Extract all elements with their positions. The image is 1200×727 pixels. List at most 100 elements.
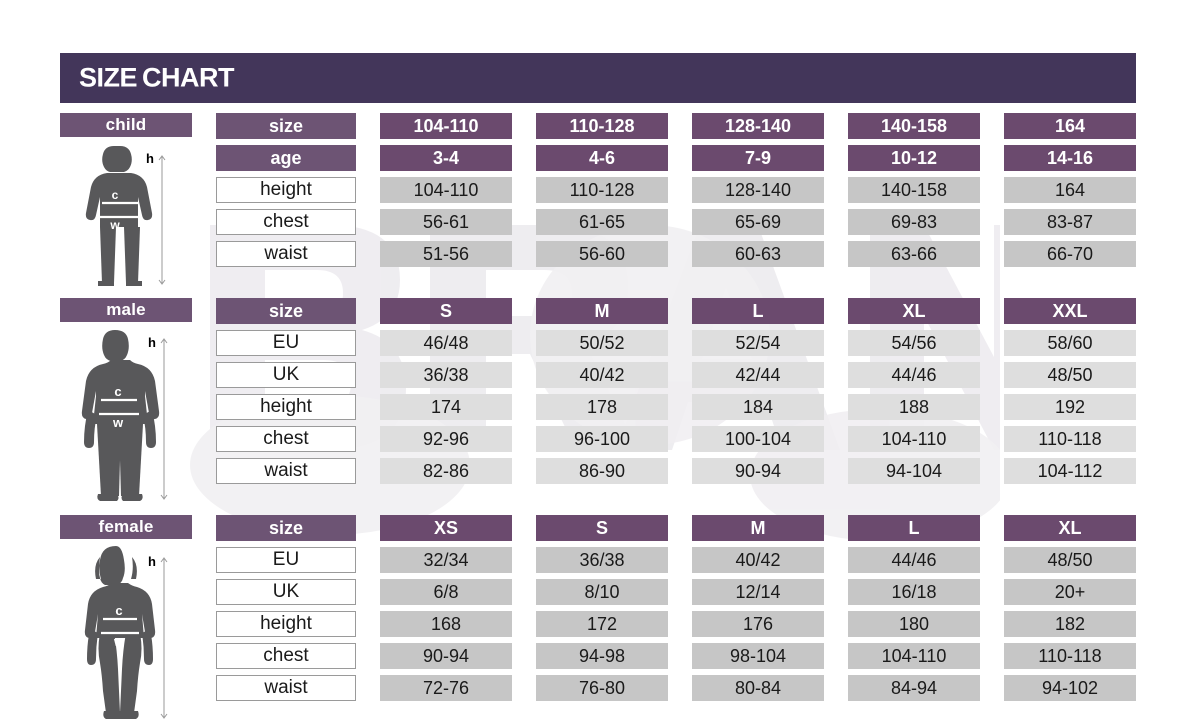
column-gap (980, 298, 1004, 506)
data-column-male-5: XXL 58/60 48/50 192 110-118 104-112 (1004, 298, 1136, 506)
column-header-child-2: 4-6 (536, 145, 668, 171)
cell-female-waist-2: 76-80 (536, 675, 668, 701)
column-gap (192, 515, 216, 723)
cell-male-EU-2: 50/52 (536, 330, 668, 356)
header-label-child-size: size (216, 113, 356, 139)
column-gap (824, 298, 848, 506)
cell-male-waist-3: 90-94 (692, 458, 824, 484)
header-label-child-age: age (216, 145, 356, 171)
row-label-male-EU: EU (216, 330, 356, 356)
row-label-female-EU: EU (216, 547, 356, 573)
cell-female-EU-2: 36/38 (536, 547, 668, 573)
section-spacer (60, 289, 1136, 298)
column-gap (980, 515, 1004, 723)
cell-female-UK-2: 8/10 (536, 579, 668, 605)
cell-child-chest-4: 69-83 (848, 209, 980, 235)
cell-female-waist-5: 94-102 (1004, 675, 1136, 701)
row-label-column-female: size EU UK height chest waist (216, 515, 356, 723)
cell-male-height-1: 174 (380, 394, 512, 420)
page-title: SIZE CHART (79, 62, 235, 94)
row-label-female-UK: UK (216, 579, 356, 605)
row-label-male-chest: chest (216, 426, 356, 452)
cell-female-height-5: 182 (1004, 611, 1136, 637)
column-header-female-4: L (848, 515, 980, 541)
column-gap (512, 298, 536, 506)
svg-text:h: h (148, 554, 156, 569)
column-header-male-5: XXL (1004, 298, 1136, 324)
cell-child-height-1: 104-110 (380, 177, 512, 203)
section-row-female: female c w (60, 515, 1136, 723)
cell-male-EU-4: 54/56 (848, 330, 980, 356)
female-silhouette: c w h (60, 539, 192, 723)
data-column-child-3: 128-140 7-9 128-140 65-69 60-63 (692, 113, 824, 289)
column-header-male-1: S (380, 298, 512, 324)
cell-female-EU-1: 32/34 (380, 547, 512, 573)
column-gap (668, 298, 692, 506)
row-label-column-child: size age height chest waist (216, 113, 356, 289)
svg-text:w: w (109, 218, 120, 232)
section-spacer (60, 506, 1136, 515)
column-header-child-5: 164 (1004, 113, 1136, 139)
column-header-female-2: S (536, 515, 668, 541)
column-gap (824, 113, 848, 289)
column-header-child-1: 3-4 (380, 145, 512, 171)
data-column-female-3: M 40/42 12/14 176 98-104 80-84 (692, 515, 824, 723)
title-word-size: SIZE (79, 62, 138, 93)
cell-child-waist-2: 56-60 (536, 241, 668, 267)
cell-male-EU-3: 52/54 (692, 330, 824, 356)
cell-male-waist-4: 94-104 (848, 458, 980, 484)
cell-female-EU-4: 44/46 (848, 547, 980, 573)
cell-child-height-4: 140-158 (848, 177, 980, 203)
cell-male-chest-3: 100-104 (692, 426, 824, 452)
column-gap (356, 298, 380, 506)
cell-male-EU-5: 58/60 (1004, 330, 1136, 356)
cell-child-chest-3: 65-69 (692, 209, 824, 235)
row-label-female-chest: chest (216, 643, 356, 669)
column-gap (668, 113, 692, 289)
cell-male-EU-1: 46/48 (380, 330, 512, 356)
cell-female-chest-1: 90-94 (380, 643, 512, 669)
category-label-child: child (60, 113, 192, 137)
cell-male-height-5: 192 (1004, 394, 1136, 420)
cell-male-UK-5: 48/50 (1004, 362, 1136, 388)
cell-child-waist-5: 66-70 (1004, 241, 1136, 267)
column-header-child-2: 110-128 (536, 113, 668, 139)
section-row-child: child c w h si (60, 113, 1136, 289)
cell-female-EU-5: 48/50 (1004, 547, 1136, 573)
title-bar: SIZE CHART (60, 53, 1136, 103)
column-header-female-5: XL (1004, 515, 1136, 541)
cell-female-UK-3: 12/14 (692, 579, 824, 605)
column-header-female-3: M (692, 515, 824, 541)
column-gap (356, 113, 380, 289)
cell-child-waist-1: 51-56 (380, 241, 512, 267)
cell-child-height-2: 110-128 (536, 177, 668, 203)
svg-text:w: w (112, 415, 124, 430)
cell-female-waist-3: 80-84 (692, 675, 824, 701)
row-label-female-height: height (216, 611, 356, 637)
svg-text:h: h (146, 151, 154, 166)
cell-female-waist-1: 72-76 (380, 675, 512, 701)
cell-male-chest-1: 92-96 (380, 426, 512, 452)
row-label-column-male: size EU UK height chest waist (216, 298, 356, 506)
cell-male-UK-2: 40/42 (536, 362, 668, 388)
cell-male-height-4: 188 (848, 394, 980, 420)
column-gap (356, 515, 380, 723)
svg-text:h: h (148, 335, 156, 350)
title-word-chart: CHART (142, 62, 235, 93)
data-column-male-1: S 46/48 36/38 174 92-96 82-86 (380, 298, 512, 506)
category-column-child: child c w h (60, 113, 192, 289)
cell-male-chest-2: 96-100 (536, 426, 668, 452)
category-column-female: female c w (60, 515, 192, 723)
cell-male-chest-4: 104-110 (848, 426, 980, 452)
column-header-female-1: XS (380, 515, 512, 541)
cell-child-height-3: 128-140 (692, 177, 824, 203)
cell-female-height-4: 180 (848, 611, 980, 637)
column-header-male-4: XL (848, 298, 980, 324)
category-label-male: male (60, 298, 192, 322)
cell-male-waist-5: 104-112 (1004, 458, 1136, 484)
child-silhouette: c w h (60, 137, 192, 289)
cell-female-chest-3: 98-104 (692, 643, 824, 669)
cell-female-height-3: 176 (692, 611, 824, 637)
svg-text:c: c (115, 603, 122, 618)
